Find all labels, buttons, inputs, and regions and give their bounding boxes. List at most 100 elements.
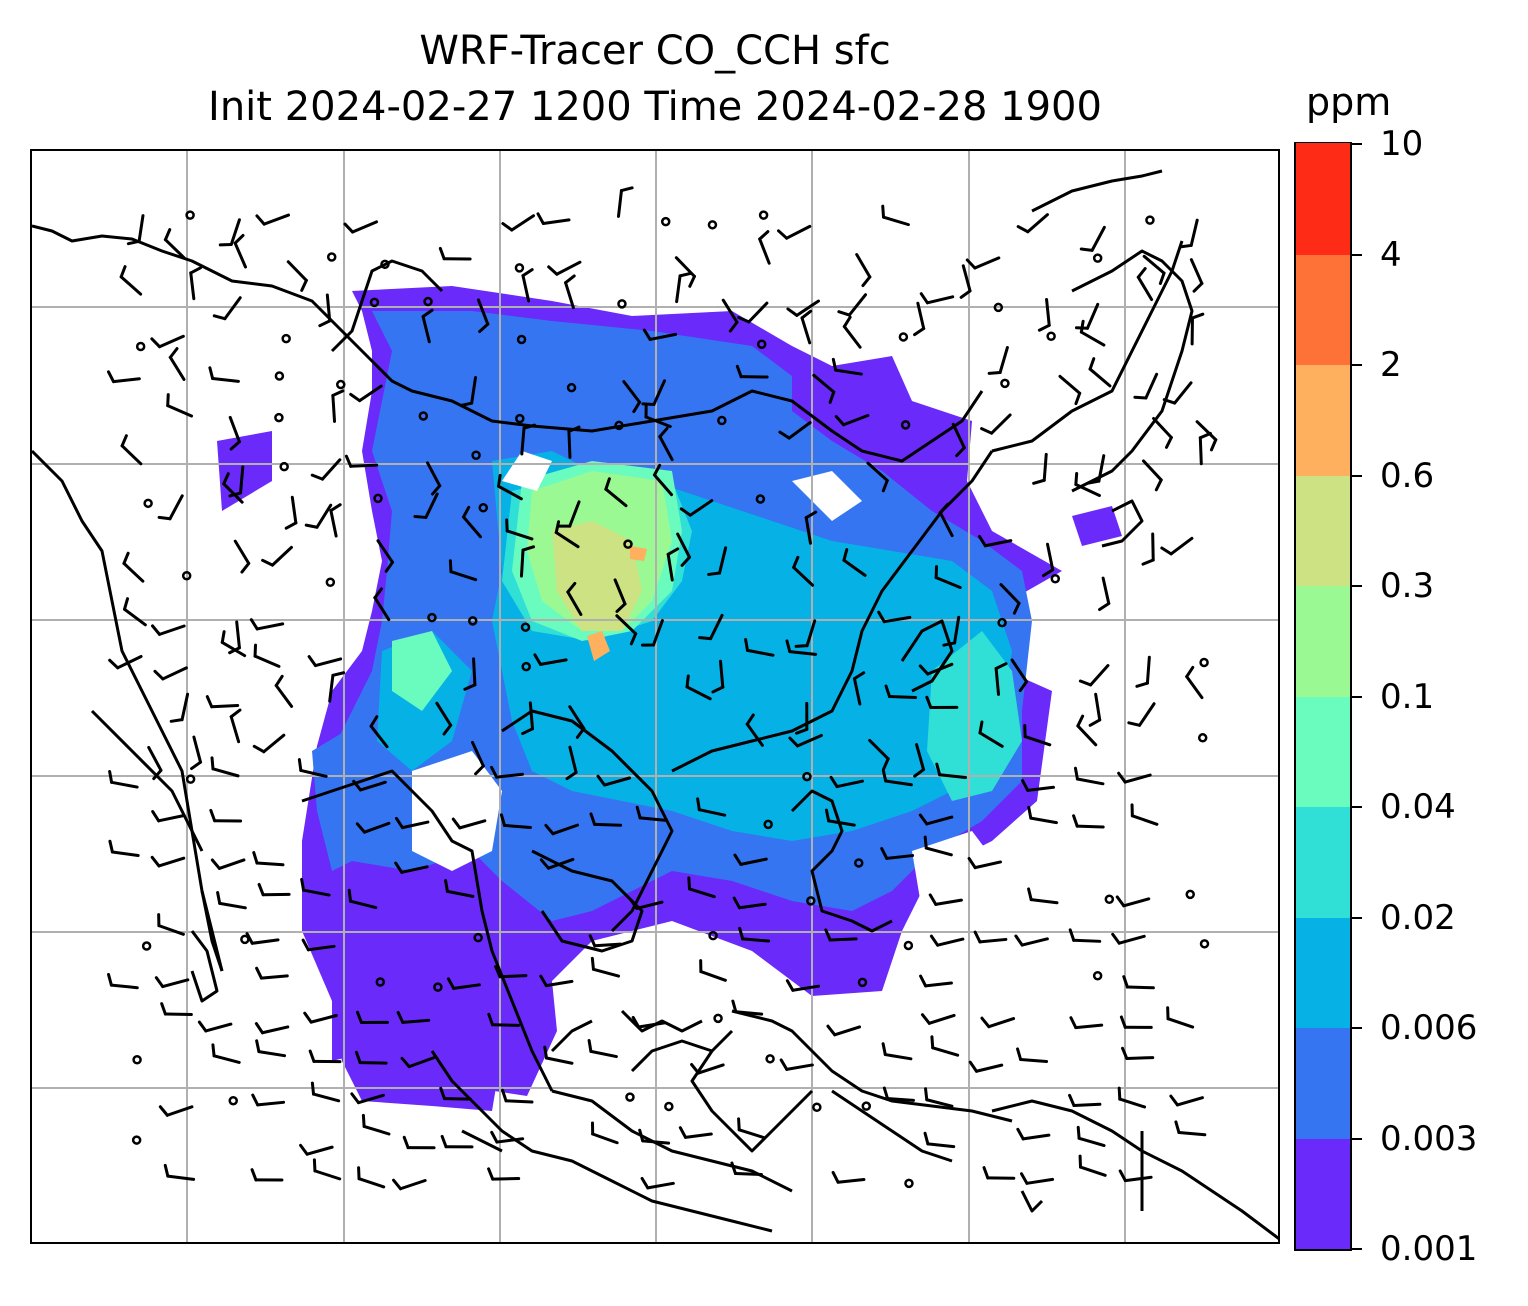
wind-barb-staff: [974, 1063, 1004, 1073]
wind-barb-flag: [1076, 1125, 1081, 1140]
wind-barb-staff: [1097, 454, 1106, 483]
wind-barb-staff: [544, 979, 574, 988]
wind-barb-staff: [884, 779, 913, 787]
wind-barb-flag: [166, 393, 170, 408]
wind-barb-flag: [834, 415, 846, 427]
wind-barb-flag: [652, 463, 662, 477]
wind-barb-staff: [554, 531, 580, 549]
wind-barb-flag: [994, 662, 1008, 671]
wind-barb-flag: [300, 877, 306, 892]
colorbar-tick: [1352, 585, 1362, 587]
wind-barb-staff: [497, 484, 523, 501]
wind-barb-staff: [211, 376, 240, 383]
wind-barb-staff: [362, 1124, 391, 1136]
wind-barb-staff: [567, 429, 572, 459]
colorbar: [1294, 142, 1352, 1251]
calm-wind-marker: [423, 296, 433, 307]
wind-barb-staff: [1079, 1165, 1107, 1177]
calm-wind-marker: [427, 612, 437, 623]
wind-barb-staff: [253, 654, 281, 668]
wind-barb-flag: [544, 823, 555, 836]
wind-barb-flag: [240, 561, 251, 574]
wind-barb-flag: [1027, 805, 1033, 820]
wind-barb-flag: [828, 390, 836, 404]
wind-barb-staff: [376, 539, 395, 564]
wind-barb-flag: [919, 974, 928, 988]
wind-barb-staff: [157, 924, 185, 936]
wind-barb-flag: [642, 328, 652, 341]
wind-barb-flag: [794, 644, 809, 648]
wind-barb-staff: [1152, 416, 1173, 439]
calm-wind-marker: [623, 539, 633, 549]
wind-barb-flag: [629, 897, 639, 910]
wind-barb-staff: [228, 415, 241, 444]
wind-barb-flag: [122, 551, 130, 565]
calm-wind-marker: [1092, 970, 1103, 981]
wind-barb-staff: [983, 539, 1013, 548]
colorbar-segment: [1296, 1027, 1350, 1139]
wind-barb-flag: [640, 1176, 650, 1190]
calm-wind-marker: [375, 977, 386, 987]
wind-barb-staff: [1185, 675, 1204, 700]
wind-barb-staff: [328, 673, 335, 703]
concentration-contour: [1072, 506, 1122, 546]
wind-barb-flag: [1192, 281, 1204, 293]
wind-barb-flag: [505, 518, 509, 533]
wind-barb-flag: [158, 1105, 169, 1117]
wind-barb-flag: [421, 308, 434, 319]
calm-wind-marker: [802, 771, 812, 782]
wind-barb-staff: [1195, 420, 1218, 442]
wind-barb-flag: [402, 1135, 410, 1150]
coastline-segment: [731, 1009, 1013, 1123]
wind-barb-staff: [739, 857, 768, 866]
calm-wind-marker: [765, 1054, 775, 1064]
wind-barb-staff: [564, 281, 575, 310]
wind-barb-staff: [250, 938, 280, 945]
concentration-contour: [392, 631, 452, 711]
wind-barb-staff: [220, 640, 247, 658]
wind-barb-staff: [886, 1097, 915, 1102]
calm-wind-marker: [1000, 378, 1010, 389]
wind-barb-flag: [554, 520, 561, 535]
wind-barb-staff: [147, 745, 163, 772]
wind-barb-staff: [122, 561, 145, 583]
wind-barb-flag: [108, 839, 114, 854]
wind-barb-flag: [394, 861, 404, 874]
wind-barb-flag: [487, 1012, 494, 1027]
wind-barb-staff: [358, 384, 383, 403]
colorbar-tick: [1352, 1137, 1362, 1140]
wind-barb-flag: [977, 534, 987, 548]
wind-barb-flag: [536, 212, 545, 225]
wind-barb-staff: [591, 1132, 619, 1145]
wind-barb-flag: [629, 632, 638, 646]
wind-barb-staff: [1123, 773, 1152, 784]
wind-barb-staff: [329, 509, 338, 538]
wind-barb-staff: [137, 214, 145, 243]
wind-barb-flag: [1037, 323, 1051, 332]
wind-barb-flag: [1154, 478, 1163, 492]
colorbar-segment: [1296, 916, 1350, 1028]
wind-barb-staff: [568, 500, 581, 528]
wind-barb-flag: [737, 316, 751, 324]
wind-barb-flag: [566, 581, 577, 594]
colorbar-segment: [1296, 806, 1350, 918]
wind-barb-flag: [349, 392, 362, 403]
wind-barb-staff: [161, 666, 188, 681]
wind-barb-flag: [788, 736, 800, 748]
wind-barb-staff: [882, 215, 910, 227]
wind-barb-staff: [934, 576, 962, 590]
wind-barb-flag: [355, 1010, 363, 1025]
wind-barb-staff: [470, 740, 485, 768]
coastline-segment: [190, 930, 219, 1003]
below-threshold-area: [502, 451, 552, 491]
wind-barb-staff: [990, 413, 1012, 435]
wind-barb-staff: [551, 823, 579, 836]
wind-barb-staff: [398, 1179, 427, 1191]
calm-wind-marker: [812, 1102, 822, 1113]
wind-barb-staff: [305, 1145, 334, 1156]
wind-barb-flag: [384, 560, 395, 573]
wind-barb-staff: [166, 1174, 196, 1181]
wind-barb-flag: [369, 715, 379, 728]
wind-barb-staff: [566, 590, 583, 616]
wind-barb-flag: [1158, 271, 1166, 285]
